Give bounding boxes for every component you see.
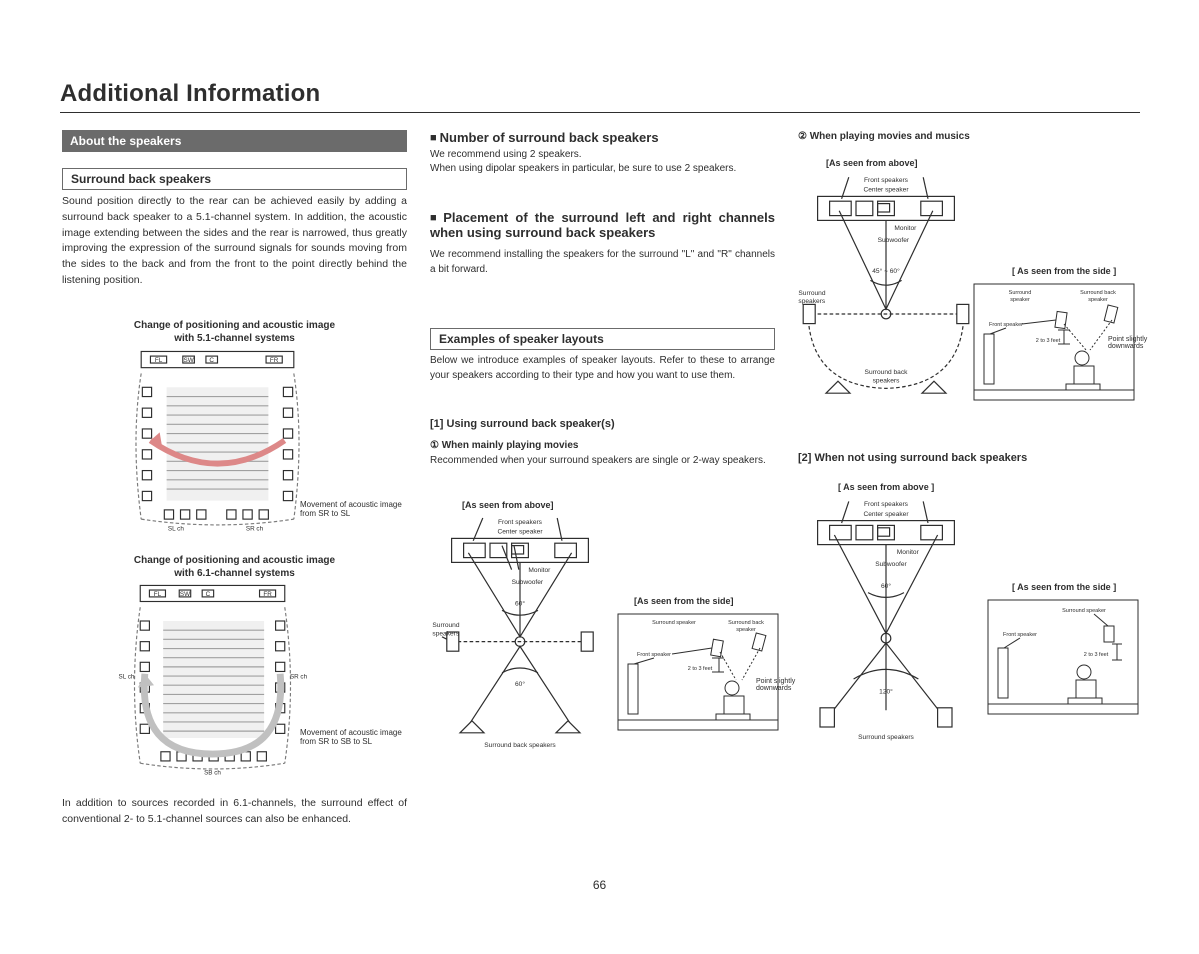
sub-movies-music: ② When playing movies and musics	[798, 131, 970, 142]
svg-text:speaker: speaker	[1088, 297, 1108, 303]
note-61-arc: Movement of acoustic image from SR to SB…	[300, 728, 410, 746]
svg-text:Surround back speakers: Surround back speakers	[484, 742, 556, 749]
svg-text:SB ch: SB ch	[204, 770, 221, 777]
svg-text:FL: FL	[155, 357, 163, 364]
section-bar-about: About the speakers	[62, 130, 407, 152]
svg-text:C: C	[206, 591, 211, 598]
section-bar-examples: Examples of speaker layouts	[430, 328, 775, 350]
svg-text:Surround back: Surround back	[728, 620, 764, 626]
svg-text:Surround: Surround	[432, 622, 459, 629]
layout-above-3: Front speakers Center speaker Monitor Su…	[796, 494, 976, 744]
svg-text:SW: SW	[180, 591, 190, 598]
svg-text:SR ch: SR ch	[290, 673, 308, 680]
layout-side-3: Surround speaker Front speaker 2 to 3 fe…	[984, 596, 1144, 722]
svg-text:Center speaker: Center speaker	[863, 511, 909, 518]
svg-text:Center speaker: Center speaker	[863, 187, 909, 194]
svg-text:Monitor: Monitor	[894, 225, 917, 232]
svg-text:Front speaker: Front speaker	[637, 652, 671, 658]
svg-text:Subwoofer: Subwoofer	[875, 561, 907, 568]
pt-down-2: Point slightly downwards	[1108, 336, 1163, 350]
cap-side-3: [ As seen from the side ]	[1012, 582, 1116, 592]
svg-text:speakers: speakers	[798, 298, 825, 305]
svg-text:Front speaker: Front speaker	[989, 322, 1023, 328]
section-bar-sback: Surround back speakers	[62, 168, 407, 190]
svg-text:SW: SW	[183, 357, 193, 364]
layout-side-1: Surround speaker Surround backspeaker Fr…	[614, 610, 784, 740]
caption-61-a: Change of positioning and acoustic image	[62, 555, 407, 566]
svg-text:2 to 3 feet: 2 to 3 feet	[1036, 338, 1061, 344]
svg-text:Center speaker: Center speaker	[497, 529, 543, 536]
svg-text:60°: 60°	[515, 600, 525, 608]
svg-text:Monitor: Monitor	[528, 567, 551, 574]
p-rec-single: Recommended when your surround speakers …	[430, 454, 775, 469]
layout-above-2: Front speakers Center speaker Monitor Su…	[796, 170, 976, 410]
sec1-title: [1] Using surround back speaker(s)	[430, 418, 615, 430]
diagram-5-1: FL SW C FR SL ch SR ch	[120, 348, 315, 533]
svg-text:speakers: speakers	[432, 631, 459, 638]
svg-text:Surround: Surround	[1009, 290, 1032, 296]
svg-text:2 to 3 feet: 2 to 3 feet	[688, 666, 713, 672]
svg-text:Surround back: Surround back	[865, 369, 909, 376]
para-sback-intro: Sound position directly to the rear can …	[62, 194, 407, 289]
svg-text:SL ch: SL ch	[119, 673, 135, 680]
para-61-enhance: In addition to sources recorded in 6.1-c…	[62, 796, 407, 828]
svg-text:speaker: speaker	[1010, 297, 1030, 303]
p-examples: Below we introduce examples of speaker l…	[430, 354, 775, 383]
page-number: 66	[0, 878, 1199, 892]
svg-text:Front speakers: Front speakers	[864, 177, 909, 184]
head-num-sback: Number of surround back speakers	[430, 130, 775, 145]
caption-61-b: with 6.1-channel systems	[62, 568, 407, 579]
svg-text:Surround speakers: Surround speakers	[858, 734, 914, 741]
cap-above-1: [As seen from above]	[462, 500, 554, 510]
svg-text:Surround: Surround	[798, 290, 825, 297]
svg-text:60°: 60°	[881, 582, 891, 590]
svg-text:Subwoofer: Subwoofer	[512, 579, 544, 586]
cap-above-2: [As seen from above]	[826, 158, 918, 168]
head-placement: Placement of the surround left and right…	[430, 210, 775, 240]
svg-text:FR: FR	[263, 591, 272, 598]
svg-text:Surround back: Surround back	[1080, 290, 1116, 296]
svg-text:Surround speaker: Surround speaker	[652, 620, 696, 626]
svg-text:Front speaker: Front speaker	[1003, 632, 1037, 638]
svg-text:SL ch: SL ch	[168, 526, 184, 533]
svg-text:60°: 60°	[515, 680, 525, 688]
caption-51-b: with 5.1-channel systems	[62, 333, 407, 344]
svg-text:speaker: speaker	[736, 627, 756, 633]
svg-text:C: C	[209, 357, 214, 364]
title-rule	[60, 112, 1140, 113]
caption-51-a: Change of positioning and acoustic image	[62, 320, 407, 331]
svg-text:Front speakers: Front speakers	[864, 501, 909, 508]
sub-movies: ① When mainly playing movies	[430, 440, 578, 451]
svg-text:SR ch: SR ch	[246, 526, 264, 533]
cap-side-1: [As seen from the side]	[634, 596, 734, 606]
svg-text:Monitor: Monitor	[897, 549, 920, 556]
svg-text:120°: 120°	[879, 687, 893, 695]
page-title: Additional Information	[60, 80, 320, 108]
svg-text:Surround speaker: Surround speaker	[1062, 608, 1106, 614]
sec2-title: [2] When not using surround back speaker…	[798, 452, 1027, 464]
svg-text:Front speakers: Front speakers	[498, 519, 543, 526]
diagram-6-1: FL SW C FR SL ch SR ch SB ch	[110, 582, 315, 777]
svg-text:speakers: speakers	[873, 377, 900, 384]
svg-text:FR: FR	[270, 357, 279, 364]
svg-text:45° ~ 60°: 45° ~ 60°	[872, 267, 900, 275]
svg-text:2 to 3 feet: 2 to 3 feet	[1084, 652, 1109, 658]
p-rec2: We recommend using 2 speakers.	[430, 148, 775, 163]
cap-above-3: [ As seen from above ]	[838, 482, 934, 492]
p-forward: We recommend installing the speakers for…	[430, 248, 775, 277]
layout-above-1: Front speakers Center speaker Monitor Su…	[430, 512, 610, 752]
p-dipolar: When using dipolar speakers in particula…	[430, 162, 775, 177]
svg-text:Subwoofer: Subwoofer	[878, 237, 910, 244]
svg-text:FL: FL	[154, 591, 162, 598]
note-51-arc: Movement of acoustic image from SR to SL	[300, 500, 410, 518]
cap-side-2: [ As seen from the side ]	[1012, 266, 1116, 276]
